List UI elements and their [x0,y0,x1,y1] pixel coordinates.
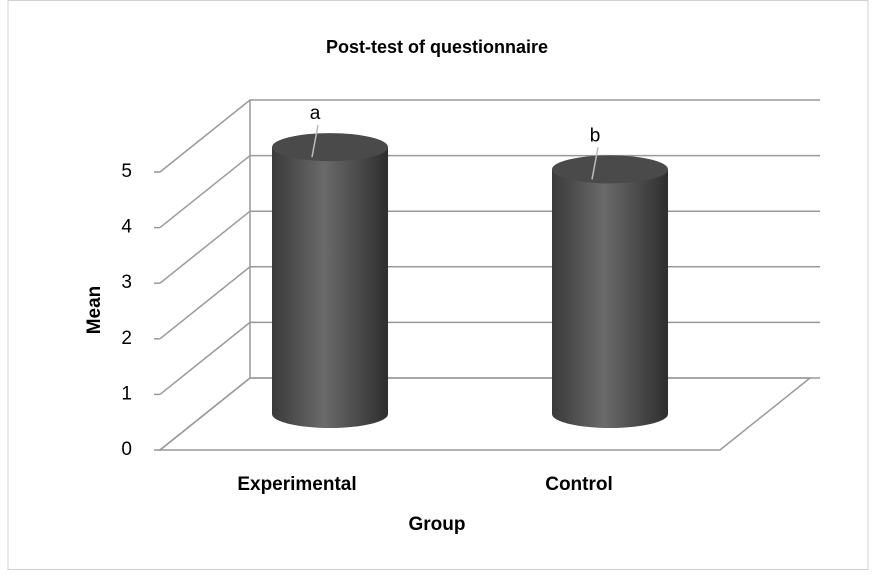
annotation: b [590,125,601,146]
y-tick-label: 2 [121,328,132,349]
x-tick-label: Control [545,474,613,495]
y-tick-label: 5 [121,161,132,182]
grid-line [159,154,820,229]
chart-title: Post-test of questionnaire [326,37,548,57]
y-tick-label: 0 [121,439,132,460]
annotation-leader [311,124,319,158]
y-axis-label: Mean [84,286,105,335]
grid-line [159,99,820,173]
y-tick-label: 4 [121,217,132,238]
bar [272,147,388,428]
bar-top [552,155,668,184]
x-tick-label: Experimental [237,474,356,495]
x-axis-label: Group [409,514,466,535]
annotation: a [310,103,321,124]
annotation-leader [591,147,599,180]
y-tick-label: 3 [121,272,132,293]
bar [552,169,668,429]
y-tick-label: 1 [121,383,132,404]
chart-frame [7,0,869,570]
bar-top [272,133,388,162]
